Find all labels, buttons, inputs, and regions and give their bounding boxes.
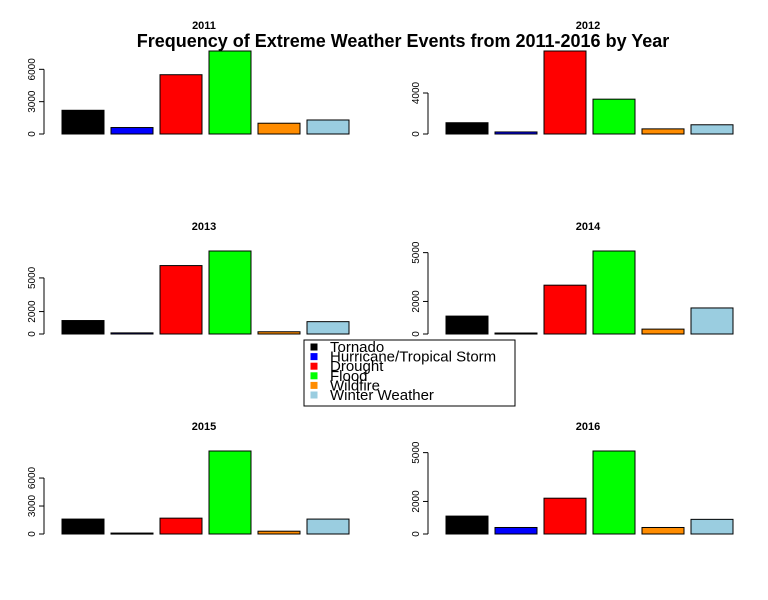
y-tick-label: 5000 <box>411 241 422 264</box>
panel-title: 2015 <box>192 421 216 433</box>
bar-wildfire <box>257 331 301 335</box>
bar-winter-weather <box>690 518 734 535</box>
bar-flood <box>208 50 252 135</box>
bar-winter-weather <box>690 124 734 135</box>
y-tick-label: 6000 <box>27 466 38 489</box>
panel-title: 2013 <box>192 221 216 233</box>
y-tick-label: 6000 <box>27 58 38 81</box>
panel-title: 2012 <box>576 20 600 32</box>
bar-wildfire <box>641 526 685 535</box>
legend-label: Wildfire <box>330 377 380 394</box>
bar-flood <box>592 98 636 135</box>
bar-hurricane-tropical-storm <box>494 131 538 135</box>
y-tick-label: 0 <box>27 131 38 137</box>
y-tick-label: 4000 <box>411 81 422 104</box>
bar-flood <box>208 250 252 335</box>
bar-winter-weather <box>690 307 734 335</box>
chart-title: Frequency of Extreme Weather Events from… <box>137 31 670 51</box>
bar-tornado <box>61 518 105 535</box>
y-tick-label: 3000 <box>27 494 38 517</box>
legend-label: Flood <box>330 368 368 385</box>
panel-2016: 2016 0 2000 5000 <box>411 421 734 537</box>
legend-swatch <box>310 372 318 380</box>
y-tick-label: 2000 <box>411 290 422 313</box>
y-tick-label: 2000 <box>411 490 422 513</box>
panel-2014: 2014 0 2000 5000 <box>411 221 734 337</box>
bar-tornado <box>61 320 105 335</box>
y-tick-label: 0 <box>27 331 38 337</box>
legend-label: Winter Weather <box>330 387 434 404</box>
bar-winter-weather <box>306 518 350 535</box>
bar-drought <box>543 284 587 335</box>
bar-hurricane-tropical-storm <box>494 526 538 535</box>
bar-drought <box>543 50 587 135</box>
legend-label: Tornado <box>330 339 384 356</box>
legend-swatch <box>310 362 318 370</box>
bar-drought <box>159 517 203 535</box>
y-tick-label: 0 <box>411 531 422 537</box>
bar-tornado <box>445 122 489 135</box>
bar-hurricane-tropical-storm <box>110 127 154 135</box>
panel-2015: 2015 0 3000 6000 <box>27 421 350 537</box>
bar-drought <box>159 74 203 135</box>
chart-panels: 2011 0 3000 6000 2012 0 4000 2013 0 2000 5000 2014 0… <box>27 20 734 537</box>
bar-drought <box>543 497 587 535</box>
panel-2011: 2011 0 3000 6000 <box>27 20 350 137</box>
y-tick-label: 0 <box>411 131 422 137</box>
bar-tornado <box>445 315 489 335</box>
legend-swatch <box>310 381 318 389</box>
bar-hurricane-tropical-storm <box>494 332 538 335</box>
bar-tornado <box>445 515 489 535</box>
bar-tornado <box>61 109 105 135</box>
legend-swatch <box>310 391 318 399</box>
bar-winter-weather <box>306 321 350 335</box>
legend-swatch <box>310 343 318 351</box>
bar-drought <box>159 265 203 335</box>
legend-box <box>303 339 516 407</box>
bar-flood <box>208 450 252 535</box>
bar-wildfire <box>257 530 301 535</box>
bar-hurricane-tropical-storm <box>110 532 154 535</box>
panel-title: 2014 <box>576 221 601 233</box>
bar-winter-weather <box>306 119 350 135</box>
y-tick-label: 5000 <box>411 441 422 464</box>
y-tick-label: 0 <box>27 531 38 537</box>
bar-wildfire <box>641 128 685 135</box>
bar-hurricane-tropical-storm <box>110 332 154 335</box>
legend-label: Drought <box>330 358 384 375</box>
bar-flood <box>592 250 636 335</box>
bar-wildfire <box>641 328 685 335</box>
y-tick-label: 3000 <box>27 90 38 113</box>
y-tick-label: 2000 <box>27 300 38 323</box>
y-tick-label: 5000 <box>27 266 38 289</box>
panel-title: 2016 <box>576 421 600 433</box>
bar-wildfire <box>257 122 301 135</box>
legend-label: Hurricane/Tropical Storm <box>330 349 496 366</box>
y-tick-label: 0 <box>411 331 422 337</box>
panel-2012: 2012 0 4000 <box>411 20 734 137</box>
panel-2013: 2013 0 2000 5000 <box>27 221 350 337</box>
panel-title: 2011 <box>192 20 216 32</box>
bar-flood <box>592 450 636 535</box>
legend-swatch <box>310 353 318 361</box>
